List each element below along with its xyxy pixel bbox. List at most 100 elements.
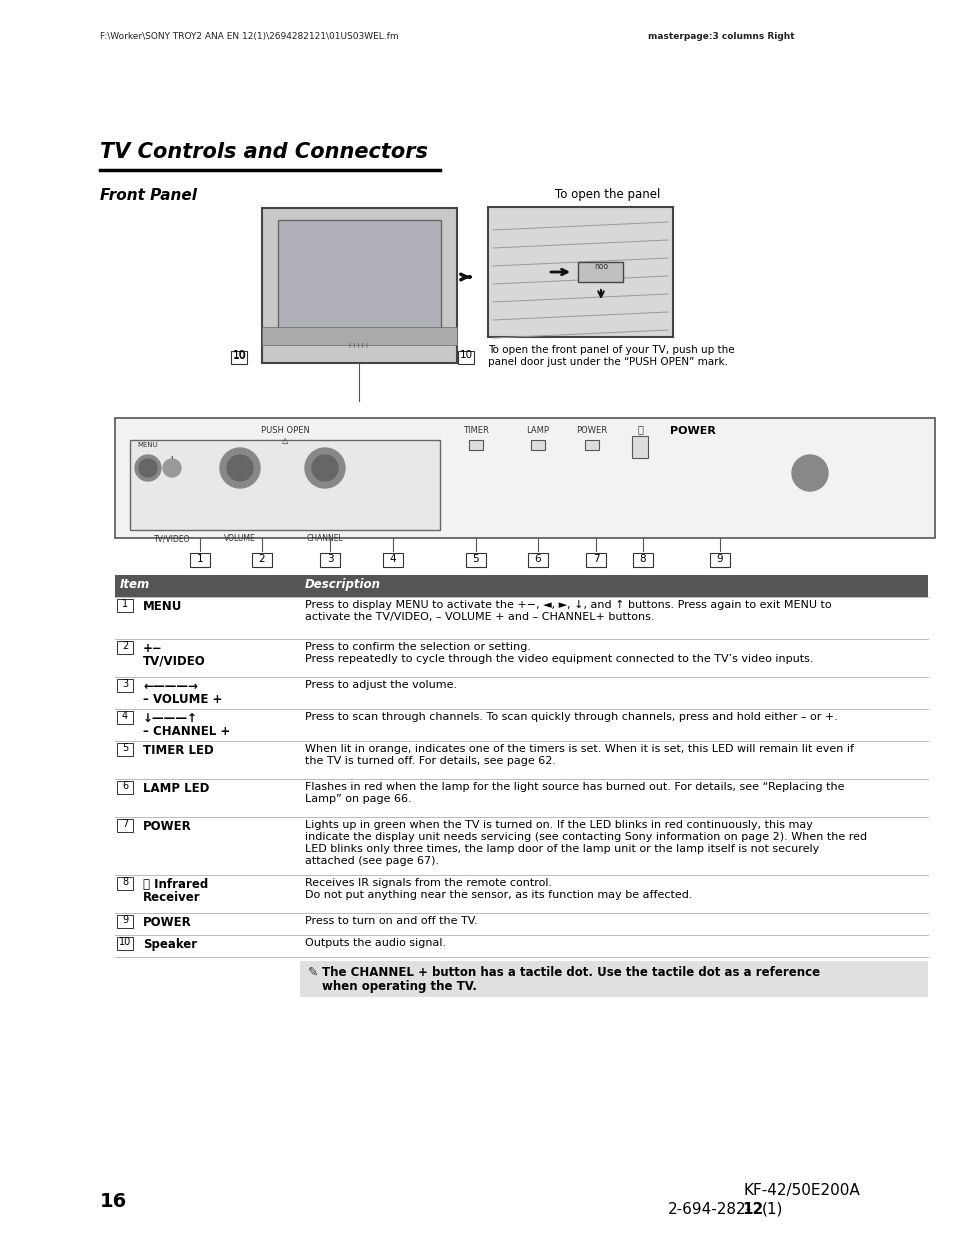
Text: Lamp” on page 66.: Lamp” on page 66. — [305, 794, 411, 804]
Text: PUSH OPEN: PUSH OPEN — [260, 426, 309, 435]
Text: 6: 6 — [122, 781, 128, 790]
Text: Press to adjust the volume.: Press to adjust the volume. — [305, 680, 456, 690]
Bar — [117, 743, 132, 756]
Circle shape — [135, 454, 161, 480]
Bar — [631, 436, 647, 458]
Text: When lit in orange, indicates one of the timers is set. When it is set, this LED: When lit in orange, indicates one of the… — [305, 743, 853, 755]
Text: LAMP: LAMP — [526, 426, 549, 435]
Bar — [469, 440, 482, 450]
Bar — [190, 553, 210, 567]
Bar — [117, 781, 132, 794]
Bar — [633, 553, 652, 567]
Text: LAMP LED: LAMP LED — [143, 782, 209, 795]
Circle shape — [305, 448, 345, 488]
Bar — [115, 417, 934, 538]
Text: ⒡ Infrared: ⒡ Infrared — [143, 878, 208, 890]
Text: 3: 3 — [122, 679, 128, 689]
Text: Press to turn on and off the TV.: Press to turn on and off the TV. — [305, 916, 477, 926]
Text: MENU: MENU — [137, 442, 158, 448]
Text: ⒡: ⒡ — [637, 424, 642, 433]
Text: Receiver: Receiver — [143, 890, 200, 904]
Text: indicate the display unit needs servicing (see contacting Sony information on pa: indicate the display unit needs servicin… — [305, 832, 866, 842]
Text: Outputs the audio signal.: Outputs the audio signal. — [305, 939, 446, 948]
Text: TIMER: TIMER — [462, 426, 489, 435]
Bar — [262, 327, 456, 345]
Text: 2: 2 — [258, 555, 265, 564]
Text: (1): (1) — [761, 1202, 782, 1216]
Text: 7: 7 — [122, 819, 128, 829]
Text: Press to confirm the selection or setting.: Press to confirm the selection or settin… — [305, 642, 531, 652]
Text: MENU: MENU — [143, 600, 182, 613]
Text: 9: 9 — [122, 915, 128, 925]
Bar — [457, 351, 474, 364]
Text: 1: 1 — [122, 599, 128, 609]
Text: 2: 2 — [122, 641, 128, 651]
Circle shape — [791, 454, 827, 492]
Text: POWER: POWER — [576, 426, 607, 435]
Circle shape — [312, 454, 337, 480]
Text: Press to display MENU to activate the +−, ◄, ►, ↓, and ↑ buttons. Press again to: Press to display MENU to activate the +−… — [305, 600, 831, 610]
Bar — [578, 262, 622, 282]
Text: TV Controls and Connectors: TV Controls and Connectors — [100, 142, 428, 162]
Bar — [488, 207, 672, 337]
Bar — [585, 553, 605, 567]
Text: 3: 3 — [326, 555, 333, 564]
Bar — [531, 440, 544, 450]
Text: POWER: POWER — [669, 426, 715, 436]
Text: 1: 1 — [196, 555, 203, 564]
Text: Press to scan through channels. To scan quickly through channels, press and hold: Press to scan through channels. To scan … — [305, 713, 837, 722]
Text: F:\Worker\SONY TROY2 ANA EN 12(1)\2694282121\01US03WEL.fm: F:\Worker\SONY TROY2 ANA EN 12(1)\269428… — [100, 32, 398, 41]
Text: 5: 5 — [472, 555, 478, 564]
Bar — [465, 553, 485, 567]
Text: VOLUME: VOLUME — [224, 534, 255, 543]
Bar — [117, 937, 132, 950]
Text: activate the TV/VIDEO, – VOLUME + and – CHANNEL+ buttons.: activate the TV/VIDEO, – VOLUME + and – … — [305, 613, 654, 622]
Text: Do not put anything near the sensor, as its function may be affected.: Do not put anything near the sensor, as … — [305, 890, 692, 900]
Bar — [117, 599, 132, 613]
Text: the TV is turned off. For details, see page 62.: the TV is turned off. For details, see p… — [305, 756, 556, 766]
Text: +−: +− — [143, 642, 163, 655]
Text: CHANNEL: CHANNEL — [306, 534, 343, 543]
Text: – VOLUME +: – VOLUME + — [143, 693, 222, 706]
Text: when operating the TV.: when operating the TV. — [322, 981, 476, 993]
Bar — [117, 711, 132, 724]
Text: 16: 16 — [100, 1192, 127, 1212]
Text: 10: 10 — [233, 350, 245, 359]
Bar — [584, 440, 598, 450]
Text: noo: noo — [594, 262, 607, 270]
Text: ↓———↑: ↓———↑ — [143, 713, 198, 725]
Bar — [117, 641, 132, 655]
Text: Front Panel: Front Panel — [100, 188, 196, 203]
Text: Receives IR signals from the remote control.: Receives IR signals from the remote cont… — [305, 878, 552, 888]
Text: I I I I I: I I I I I — [349, 343, 368, 350]
Text: Description: Description — [305, 578, 380, 592]
Circle shape — [227, 454, 253, 480]
Text: 7: 7 — [592, 555, 598, 564]
Bar — [115, 576, 927, 597]
Text: 2-694-282-: 2-694-282- — [667, 1202, 751, 1216]
Bar — [527, 553, 547, 567]
Bar — [117, 915, 132, 927]
Text: masterpage:3 columns Right: masterpage:3 columns Right — [647, 32, 794, 41]
Text: KF-42/50E200A: KF-42/50E200A — [742, 1183, 859, 1198]
Text: 4: 4 — [122, 711, 128, 721]
Bar — [277, 220, 440, 337]
Text: attached (see page 67).: attached (see page 67). — [305, 856, 438, 866]
Text: 10: 10 — [233, 351, 247, 361]
Text: Lights up in green when the TV is turned on. If the LED blinks in red continuous: Lights up in green when the TV is turned… — [305, 820, 812, 830]
Text: Speaker: Speaker — [143, 939, 197, 951]
Text: 5: 5 — [122, 743, 128, 753]
Text: Item: Item — [120, 578, 150, 592]
Circle shape — [220, 448, 260, 488]
Text: Press repeatedly to cycle through the video equipment connected to the TV’s vide: Press repeatedly to cycle through the vi… — [305, 655, 813, 664]
Text: – CHANNEL +: – CHANNEL + — [143, 725, 230, 739]
Bar — [319, 553, 339, 567]
Text: Flashes in red when the lamp for the light source has burned out. For details, s: Flashes in red when the lamp for the lig… — [305, 782, 843, 792]
Bar — [117, 819, 132, 832]
Bar — [117, 877, 132, 890]
Text: ✎: ✎ — [308, 966, 318, 979]
Text: 12: 12 — [741, 1202, 762, 1216]
Text: The CHANNEL + button has a tactile dot. Use the tactile dot as a reference: The CHANNEL + button has a tactile dot. … — [322, 966, 820, 979]
Text: 8: 8 — [122, 877, 128, 887]
Text: 10: 10 — [459, 350, 472, 359]
